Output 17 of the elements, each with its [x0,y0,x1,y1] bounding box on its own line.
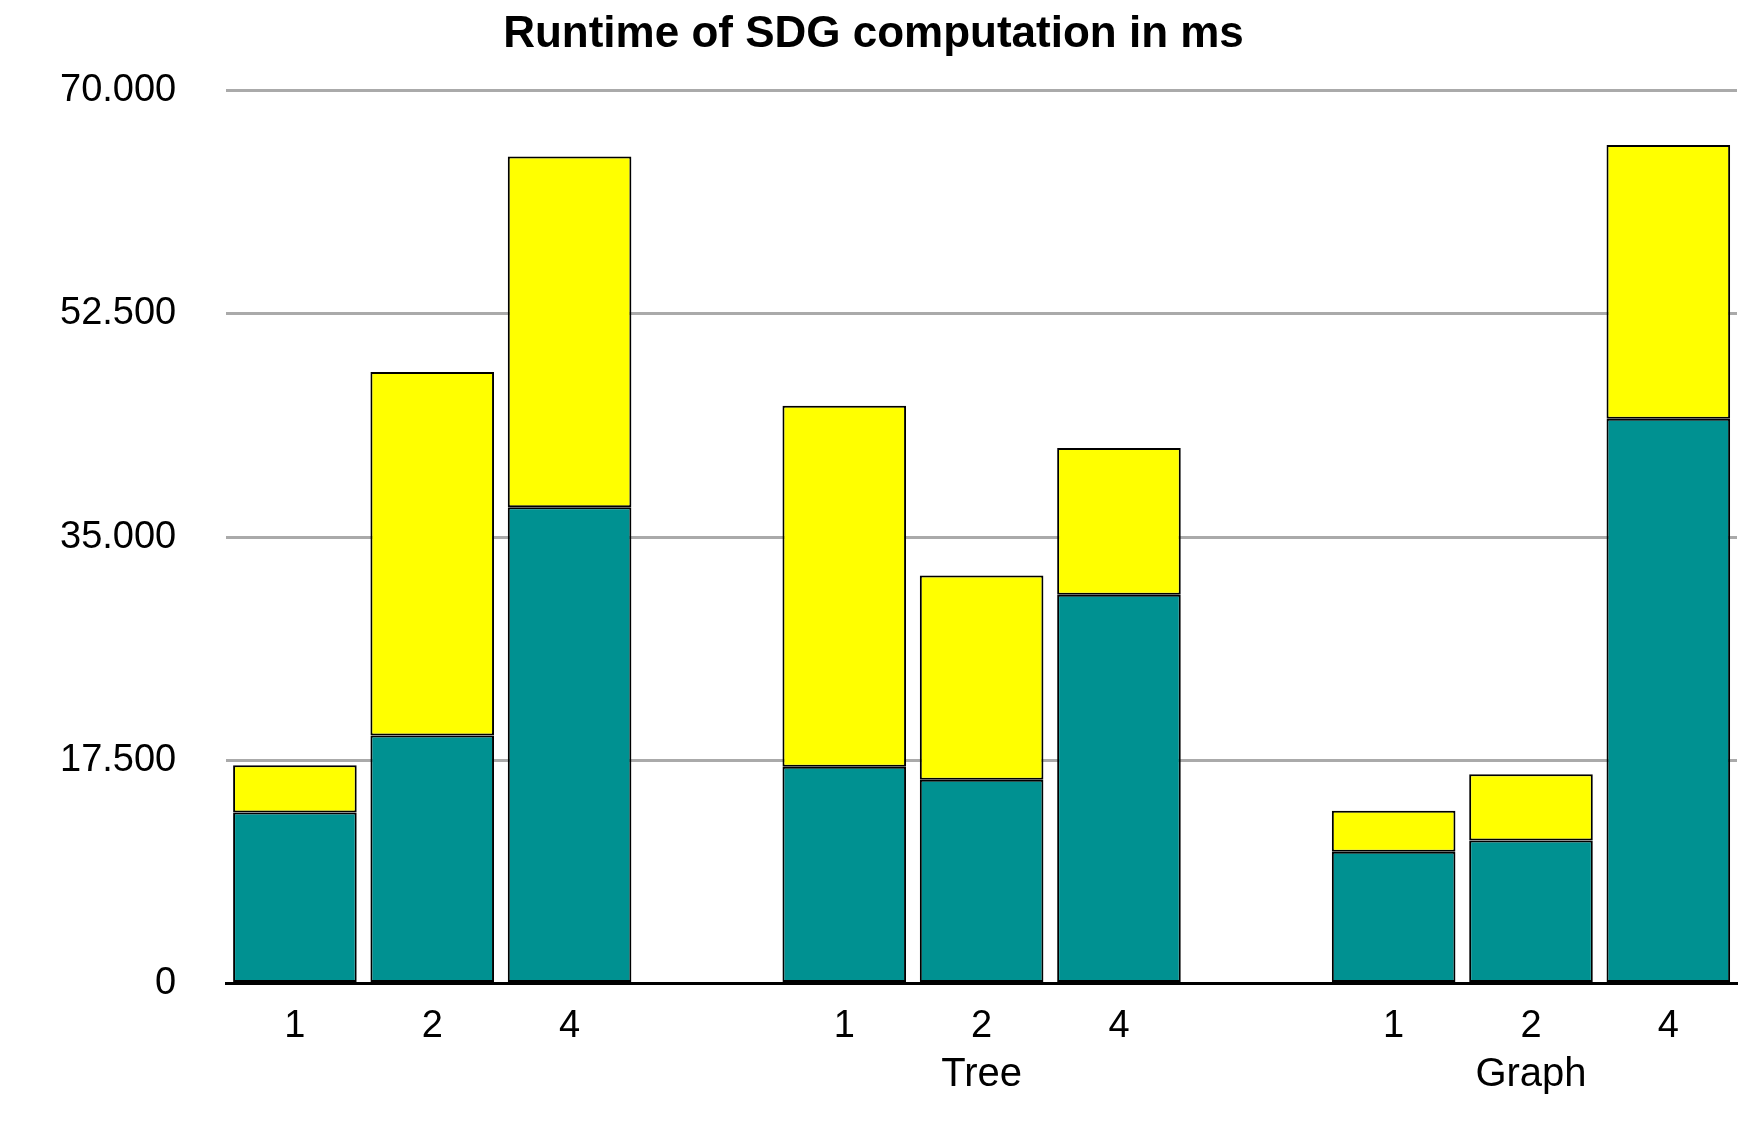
text: Tree [941,1050,1022,1095]
x-tick-label: 4 [1657,1002,1679,1045]
x-tick-label: 2 [1520,1002,1542,1045]
x-tick-label: 1 [833,1002,855,1045]
text: Graph [1475,1050,1587,1095]
x-tick-label: 1 [284,1002,306,1045]
x-tick-label: 4 [559,1002,581,1045]
y-tick-label: 52.500 [59,290,177,333]
y-tick-label: 0 [155,959,177,1002]
chart-title: Runtime of SDG computation in ms [503,6,1244,56]
x-tick-label: 4 [1108,1002,1130,1045]
y-tick-label: 35.000 [59,513,177,556]
x-tick-label: 2 [971,1002,993,1045]
x-tick-label: 2 [421,1002,443,1045]
y-tick-label: 17.500 [59,736,177,779]
y-tick-label: 70.000 [59,67,177,110]
x-tick-label: 1 [1383,1002,1405,1045]
